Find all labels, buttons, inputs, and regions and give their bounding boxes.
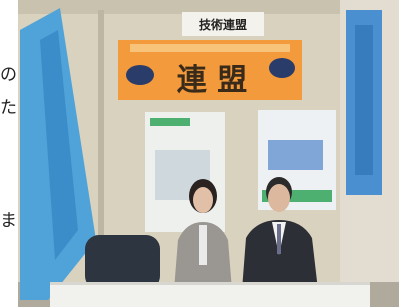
- banner-logo: [126, 65, 154, 85]
- person-tie: [277, 224, 281, 254]
- person-face: [268, 184, 290, 212]
- poster-chart: [268, 140, 323, 170]
- banner-subtitle-strip: [130, 44, 290, 52]
- sign-text: 技術連盟: [199, 17, 247, 32]
- photo: 技術連盟 連 盟: [18, 0, 399, 307]
- banner-logo: [269, 58, 295, 78]
- poster-header: [150, 118, 190, 126]
- person-face: [193, 187, 213, 213]
- person-shirt: [199, 225, 207, 265]
- margin-text: た: [0, 98, 17, 118]
- table: [50, 282, 370, 307]
- banner-text-stripe: [355, 25, 373, 175]
- chair: [85, 235, 160, 290]
- margin-text: の: [0, 65, 17, 85]
- table-edge: [50, 282, 370, 285]
- photo-scene: の た ま 技術連盟 連 盟: [0, 0, 399, 307]
- margin-text: ま: [0, 211, 17, 231]
- banner-text: 連 盟: [177, 63, 247, 98]
- page: の た ま 技術連盟 連 盟: [0, 0, 399, 307]
